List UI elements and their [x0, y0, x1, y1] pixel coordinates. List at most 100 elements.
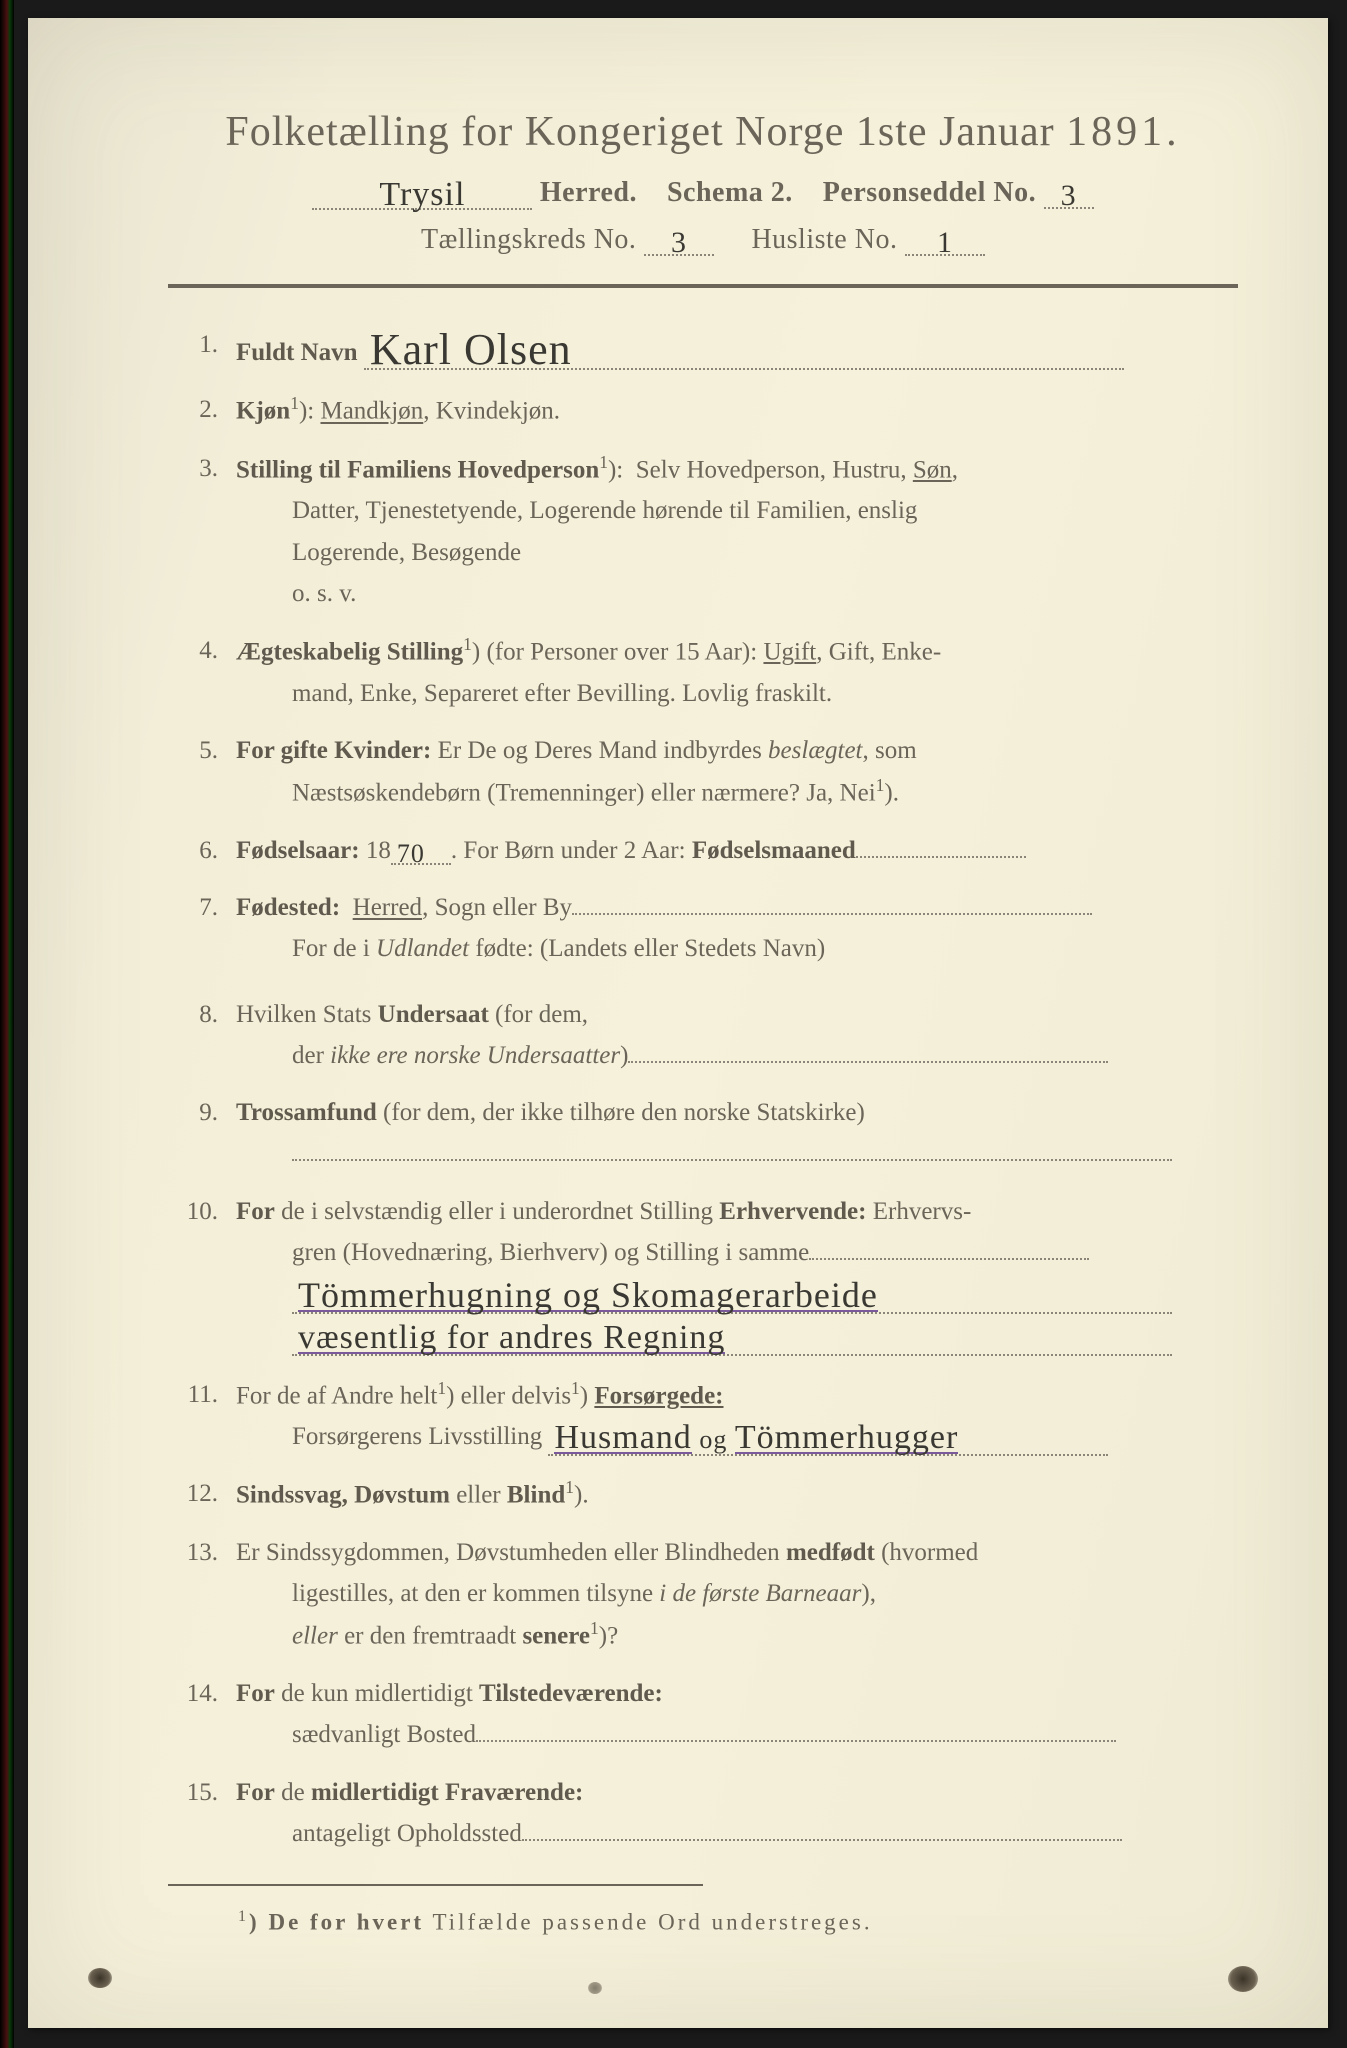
- sup: 1: [290, 393, 299, 413]
- l2b: ),: [861, 1580, 876, 1607]
- sup: 1: [599, 452, 608, 472]
- item-label: Stilling til Familiens Hovedperson: [236, 456, 599, 483]
- l2ital: Udlandet: [376, 935, 469, 962]
- item-body: Fuldt Navn Karl Olsen: [236, 324, 1238, 373]
- item-body: For de af Andre helt1) eller delvis1) Fo…: [236, 1374, 1238, 1458]
- label-suffix: ):: [608, 456, 623, 483]
- l2a: ligestilles, at den er kommen tilsyne: [292, 1580, 659, 1607]
- item-label: For: [236, 1779, 275, 1806]
- item-body: Kjøn1): Mandkjøn, Kvindekjøn.: [236, 389, 1238, 432]
- selected-son: Søn: [913, 456, 952, 483]
- year-value: 70: [397, 839, 425, 868]
- line2-wrap: Forsørgerens Livsstilling Husmand og Töm…: [236, 1416, 1238, 1457]
- item-label: For gifte Kvinder:: [236, 737, 431, 764]
- form-items: 1. Fuldt Navn Karl Olsen 2. Kjøn1): Mand…: [168, 324, 1238, 1854]
- fn-rest: Tilfælde passende Ord understreges.: [424, 1910, 873, 1935]
- provider-mid: og: [692, 1425, 735, 1454]
- t1: Er Sindssygdommen, Døvstumheden eller Bl…: [236, 1539, 786, 1566]
- form-header: Folketælling for Kongeriget Norge 1ste J…: [168, 108, 1238, 256]
- item-body: For de midlertidigt Fraværende: antageli…: [236, 1772, 1238, 1855]
- occupation-value-1: Tömmerhugning og Skomagerarbeide: [298, 1275, 878, 1315]
- name-value: Karl Olsen: [370, 325, 572, 374]
- whereabouts-field: [522, 1839, 1122, 1841]
- paper-blemish: [88, 1968, 112, 1988]
- sup: 1: [565, 1477, 574, 1497]
- text: de: [275, 1779, 311, 1806]
- herred-label: Herred.: [540, 177, 637, 208]
- end: ).: [884, 780, 899, 807]
- tb: (for dem,: [489, 1001, 588, 1028]
- item-body: Fødested: Herred, Sogn eller By For de i…: [236, 887, 1238, 970]
- purple-underline: væsentlig for andres Regning: [298, 1317, 725, 1354]
- l2a: For de i: [292, 935, 376, 962]
- husliste-value: 1: [937, 226, 953, 259]
- line2: Næstsøskendebørn (Tremenninger) eller næ…: [292, 780, 876, 807]
- line2-label: Forsørgerens Livsstilling: [292, 1423, 542, 1450]
- item-body: Fødselsaar: 1870. For Børn under 2 Aar: …: [236, 830, 1238, 871]
- personseddel-field: 3: [1044, 177, 1094, 209]
- item-number: 2.: [178, 389, 236, 432]
- text: de kun midlertidigt: [275, 1680, 479, 1707]
- item-label: For: [236, 1680, 275, 1707]
- item-5: 5. For gifte Kvinder: Er De og Deres Man…: [178, 730, 1238, 814]
- item-body: For de kun midlertidigt Tilstedeværende:…: [236, 1673, 1238, 1756]
- tb: ) eller delvis: [446, 1382, 571, 1409]
- purple-underline: Husmand: [554, 1417, 691, 1454]
- item-body: Er Sindssygdommen, Døvstumheden eller Bl…: [236, 1532, 1238, 1657]
- census-form-page: Folketælling for Kongeriget Norge 1ste J…: [28, 18, 1328, 2028]
- occ-field-3: væsentlig for andres Regning: [292, 1317, 1172, 1356]
- sup: 1: [590, 1618, 599, 1638]
- t2: , som: [862, 737, 916, 764]
- item-body: Stilling til Familiens Hovedperson1): Se…: [236, 448, 1238, 614]
- text: (for dem, der ikke tilhøre den norske St…: [377, 1099, 865, 1126]
- item-number: 8.: [178, 994, 236, 1077]
- schema-label: Schema 2.: [667, 177, 793, 208]
- husliste-label: Husliste No.: [751, 224, 897, 255]
- item-body: Sindssvag, Døvstum eller Blind1).: [236, 1473, 1238, 1516]
- label-suffix: ):: [299, 398, 321, 425]
- ta: For de af Andre helt: [236, 1382, 437, 1409]
- mid: ) (for Personer over 15 Aar):: [472, 638, 764, 665]
- rest: , Gift, Enke-: [816, 638, 941, 665]
- line2: antageligt Opholdssted: [292, 1820, 522, 1847]
- title-year: 1891.: [1066, 109, 1181, 155]
- l2a: der: [292, 1042, 330, 1069]
- line3: Logerende, Besøgende: [236, 532, 1238, 573]
- header-line-2: Trysil Herred. Schema 2. Personseddel No…: [168, 174, 1238, 210]
- l2b: fødte: (Landets eller Stedets Navn): [469, 935, 825, 962]
- hand-line-1: Tömmerhugning og Skomagerarbeide: [236, 1273, 1238, 1316]
- herred-field: Trysil: [312, 174, 532, 210]
- l3a: er den fremtraadt: [338, 1623, 523, 1650]
- residence-field: [476, 1740, 1116, 1742]
- item-3: 3. Stilling til Familiens Hovedperson1):…: [178, 448, 1238, 614]
- sep: ,: [423, 398, 436, 425]
- item-9: 9. Trossamfund (for dem, der ikke tilhør…: [178, 1092, 1238, 1175]
- item-label: Sindssvag, Døvstum: [236, 1482, 450, 1509]
- item-label: Fødested:: [236, 894, 340, 921]
- provider-field: Husmand og Tömmerhugger: [548, 1417, 1108, 1456]
- item-11: 11. For de af Andre helt1) eller delvis1…: [178, 1374, 1238, 1458]
- item-number: 11.: [178, 1374, 236, 1458]
- year-field: 70: [391, 837, 451, 865]
- occupation-value-2: væsentlig for andres Regning: [298, 1319, 725, 1356]
- item-6: 6. Fødselsaar: 1870. For Børn under 2 Aa…: [178, 830, 1238, 871]
- item-label: Fuldt Navn: [236, 339, 358, 366]
- provider-value-b: Tömmerhugger: [735, 1419, 959, 1456]
- t1: Er De og Deres Mand indbyrdes: [431, 737, 768, 764]
- item-label: Forsørgede:: [594, 1382, 723, 1409]
- end: ).: [574, 1482, 589, 1509]
- item-label: Fødselsaar:: [236, 837, 360, 864]
- month-field: [856, 856, 1026, 858]
- purple-underline: Tömmerhugger: [735, 1417, 959, 1454]
- item-body: Trossamfund (for dem, der ikke tilhøre d…: [236, 1092, 1238, 1175]
- scan-edge-artifact: [0, 0, 14, 2048]
- item-label: For: [236, 1198, 275, 1225]
- item-number: 7.: [178, 887, 236, 970]
- line2-wrap: For de i Udlandet fødte: (Landets eller …: [236, 928, 1238, 969]
- sup2: 1: [571, 1378, 580, 1398]
- line2: Datter, Tjenestetyende, Logerende hørend…: [236, 490, 1238, 531]
- occ-field-1: [809, 1258, 1089, 1260]
- line2-wrap: ligestilles, at den er kommen tilsyne i …: [236, 1573, 1238, 1614]
- line2: sædvanligt Bosted: [292, 1721, 476, 1748]
- item-12: 12. Sindssvag, Døvstum eller Blind1).: [178, 1473, 1238, 1516]
